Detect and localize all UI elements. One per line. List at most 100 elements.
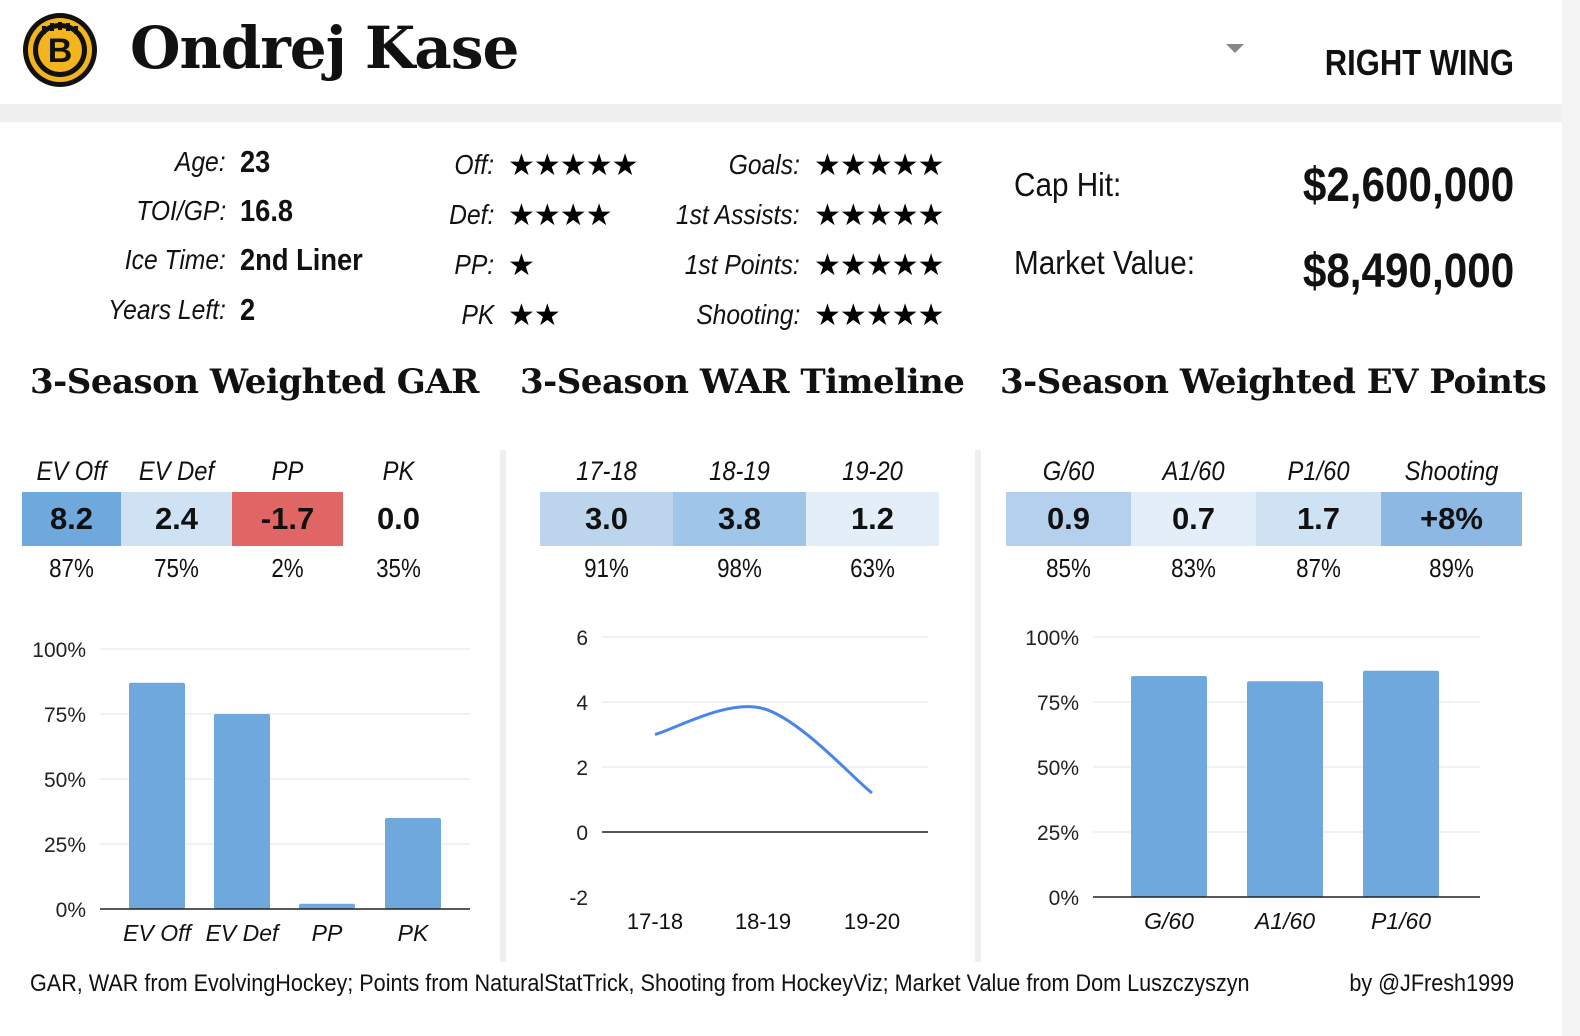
- ev-points-percentile-chart: 0% 25% 50% 75% 100% G/60 A1/60 P1/60: [1025, 627, 1480, 934]
- gar-section-title: 3-Season Weighted GAR: [30, 362, 479, 402]
- stat-value-cell: 0.7: [1131, 492, 1256, 546]
- bio-row: Years Left: 2: [0, 290, 500, 330]
- stat-value-cell: 2.4: [121, 492, 232, 546]
- cap-hit-label: Cap Hit:: [1014, 166, 1122, 203]
- stat-value-cell: 3.8: [673, 492, 806, 546]
- bio-label: Years Left:: [108, 294, 226, 325]
- rating-row: 1st Points: ★★★★★: [0, 245, 1000, 285]
- y-tick-label: 0: [576, 822, 588, 845]
- table-col-header: PK: [382, 456, 415, 486]
- y-tick-label: 50%: [44, 769, 86, 792]
- rating-row: 1st Assists: ★★★★★: [0, 195, 1000, 235]
- x-tick-label: 19-20: [844, 909, 900, 934]
- section-divider: [975, 450, 981, 962]
- bar: [129, 682, 185, 909]
- y-tick-label: 25%: [1037, 822, 1079, 845]
- cap-hit-value: $2,600,000: [1302, 159, 1514, 212]
- bio-row: Ice Time: 2nd Liner: [0, 240, 500, 280]
- table-col-header: EV Def: [138, 456, 215, 486]
- y-tick-label: 75%: [44, 704, 86, 727]
- x-tick-label: G/60: [1144, 908, 1194, 934]
- stat-percentile: 89%: [1429, 553, 1474, 583]
- y-tick-label: 0%: [56, 899, 86, 922]
- section-divider: [500, 450, 506, 962]
- y-tick-label: 25%: [44, 834, 86, 857]
- x-tick-label: EV Off: [123, 920, 193, 946]
- rating-label: Off:: [454, 149, 494, 180]
- table-col-header: G/60: [1042, 456, 1095, 486]
- bar: [214, 714, 270, 909]
- table-col-header: 18-19: [709, 456, 770, 486]
- table-col-header: P1/60: [1287, 456, 1350, 486]
- market-value-value: $8,490,000: [1302, 245, 1514, 298]
- stat-value-cell: 0.9: [1006, 492, 1131, 546]
- y-tick-label: 6: [576, 627, 588, 650]
- footer-credit: by @JFresh1999: [1349, 970, 1514, 997]
- logo-letter: B: [48, 32, 73, 70]
- table-col-header: 17-18: [576, 456, 637, 486]
- table-col-header: Shooting: [1404, 456, 1499, 486]
- y-tick-label: 100%: [1025, 627, 1079, 650]
- bar: [299, 903, 355, 909]
- market-value-label: Market Value:: [1014, 244, 1196, 281]
- table-col-header: EV Off: [36, 456, 107, 486]
- page-edge: [1562, 0, 1580, 1036]
- star-rating-icon: ★: [508, 248, 535, 282]
- bar: [1131, 676, 1207, 897]
- rating-row: PP: ★: [0, 245, 1000, 285]
- star-rating-icon: ★★★★★: [814, 248, 944, 282]
- rating-label: 1st Points:: [684, 249, 800, 280]
- rating-row: Goals: ★★★★★: [0, 145, 1000, 185]
- bio-label: TOI/GP:: [136, 195, 226, 226]
- header: [0, 0, 1562, 104]
- stat-percentile: 2%: [271, 553, 304, 583]
- stat-percentile: 87%: [1296, 553, 1341, 583]
- bar: [385, 818, 441, 909]
- rating-label: PK: [461, 299, 494, 330]
- stat-value-cell: 1.2: [806, 492, 939, 546]
- chevron-down-icon[interactable]: [1226, 44, 1244, 53]
- stat-value-cell: 3.0: [540, 492, 673, 546]
- star-rating-icon: ★★★★★: [814, 198, 944, 232]
- y-tick-label: 4: [576, 692, 588, 715]
- stat-value-cell: -1.7: [232, 492, 343, 546]
- ev-section-title: 3-Season Weighted EV Points: [1000, 362, 1547, 402]
- stat-percentile: 63%: [850, 553, 895, 583]
- x-tick-label: 17-18: [627, 909, 683, 934]
- star-rating-icon: ★★★★★: [814, 298, 944, 332]
- war-section-title: 3-Season WAR Timeline: [520, 362, 965, 402]
- bio-value: 23: [240, 144, 271, 179]
- rating-row: Def: ★★★★: [0, 195, 1000, 235]
- stat-percentile: 75%: [154, 553, 199, 583]
- stat-percentile: 83%: [1171, 553, 1216, 583]
- table-col-header: A1/60: [1162, 456, 1225, 486]
- stat-value-cell: 1.7: [1256, 492, 1381, 546]
- table-col-header: PP: [271, 456, 304, 486]
- x-tick-label: PP: [312, 920, 343, 946]
- war-line: [654, 705, 873, 795]
- bruins-logo-icon: B: [23, 13, 97, 87]
- bio-label: Age:: [175, 146, 226, 177]
- stat-value-cell: 8.2: [22, 492, 121, 546]
- x-tick-label: P1/60: [1371, 908, 1431, 934]
- x-tick-label: 18-19: [735, 909, 791, 934]
- star-rating-icon: ★★★★★: [814, 148, 944, 182]
- y-tick-label: -2: [569, 887, 588, 910]
- gar-percentile-chart: 0% 25% 50% 75% 100% EV Off EV Def PP PK: [32, 639, 470, 946]
- header-divider: [0, 104, 1562, 122]
- bio-row: TOI/GP: 16.8: [0, 191, 500, 231]
- table-col-header: 19-20: [842, 456, 903, 486]
- x-tick-label: PK: [398, 920, 430, 946]
- player-name: Ondrej Kase: [130, 14, 519, 82]
- y-tick-label: 0%: [1049, 887, 1079, 910]
- stat-percentile: 98%: [717, 553, 762, 583]
- rating-label: Def:: [448, 199, 494, 230]
- bio-label: Ice Time:: [124, 244, 226, 275]
- bio-value: 16.8: [240, 193, 294, 228]
- stat-percentile: 35%: [376, 553, 421, 583]
- footer-sources: GAR, WAR from EvolvingHockey; Points fro…: [30, 970, 1250, 997]
- x-tick-label: A1/60: [1253, 908, 1315, 934]
- y-tick-label: 50%: [1037, 757, 1079, 780]
- rating-row: Off: ★★★★★: [0, 145, 1000, 185]
- rating-label: Goals:: [728, 149, 800, 180]
